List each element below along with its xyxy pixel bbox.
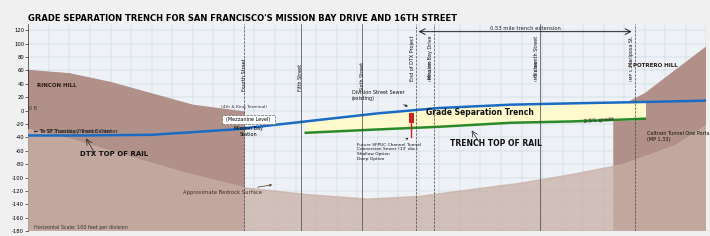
Text: Approximate Bedrock Surface: Approximate Bedrock Surface	[182, 184, 271, 195]
Text: Grade Separation Trench: Grade Separation Trench	[427, 108, 535, 117]
Text: (MP 1.08): (MP 1.08)	[535, 60, 539, 81]
Text: Mission Bay
Station: Mission Bay Station	[234, 126, 263, 137]
Text: 0 ft: 0 ft	[29, 106, 38, 111]
Text: Future SFPUC Channel Tunnel
Connection Sewer (13' dia.)
Shallow Option
Deep Opti: Future SFPUC Channel Tunnel Connection S…	[357, 138, 421, 161]
Text: End of DTX Project: End of DTX Project	[410, 36, 415, 81]
Text: Fourth Street: Fourth Street	[241, 58, 246, 91]
Text: Division Street Sewer
(existing): Division Street Sewer (existing)	[352, 90, 408, 106]
Text: (MP 0.79): (MP 0.79)	[429, 60, 433, 81]
Polygon shape	[28, 71, 244, 231]
Text: Fifth Street: Fifth Street	[298, 63, 303, 91]
Text: TRENCH TOP OF RAIL: TRENCH TOP OF RAIL	[450, 139, 542, 148]
Text: Sixteenth Street: Sixteenth Street	[534, 36, 539, 76]
Text: ← To SF Transbay Transit Center: ← To SF Transbay Transit Center	[33, 129, 111, 134]
Text: (MP 1.25): (MP 1.25)	[630, 60, 633, 81]
Text: (Mezzanine Level): (Mezzanine Level)	[226, 117, 271, 122]
Text: Sixth Street: Sixth Street	[360, 61, 365, 91]
Text: Mission Bay Drive: Mission Bay Drive	[428, 36, 433, 79]
Text: Caltrain Tunnel One Portal
(MP 1.33): Caltrain Tunnel One Portal (MP 1.33)	[647, 131, 710, 142]
Bar	[408, 113, 414, 123]
Text: 0.53 mile trench extension: 0.53 mile trench extension	[490, 26, 561, 31]
Text: ← To SF Transbay Transit Center: ← To SF Transbay Transit Center	[33, 129, 117, 134]
Text: RINCON HILL: RINCON HILL	[37, 83, 76, 88]
Polygon shape	[28, 125, 706, 231]
Text: DTX TOP OF RAIL: DTX TOP OF RAIL	[80, 151, 148, 157]
Text: 2.5% grade: 2.5% grade	[583, 117, 614, 124]
Text: POTRERO HILL: POTRERO HILL	[633, 63, 677, 68]
Polygon shape	[614, 47, 706, 231]
Text: Horizontal Scale: 100 feet per division: Horizontal Scale: 100 feet per division	[33, 225, 127, 230]
Text: (4th & King Terminal): (4th & King Terminal)	[221, 105, 267, 109]
Text: Mariposa St.: Mariposa St.	[628, 36, 633, 66]
Bar	[222, 115, 275, 124]
Text: GRADE SEPARATION TRENCH FOR SAN FRANCISCO'S MISSION BAY DRIVE AND 16TH STREET: GRADE SEPARATION TRENCH FOR SAN FRANCISC…	[28, 14, 457, 23]
